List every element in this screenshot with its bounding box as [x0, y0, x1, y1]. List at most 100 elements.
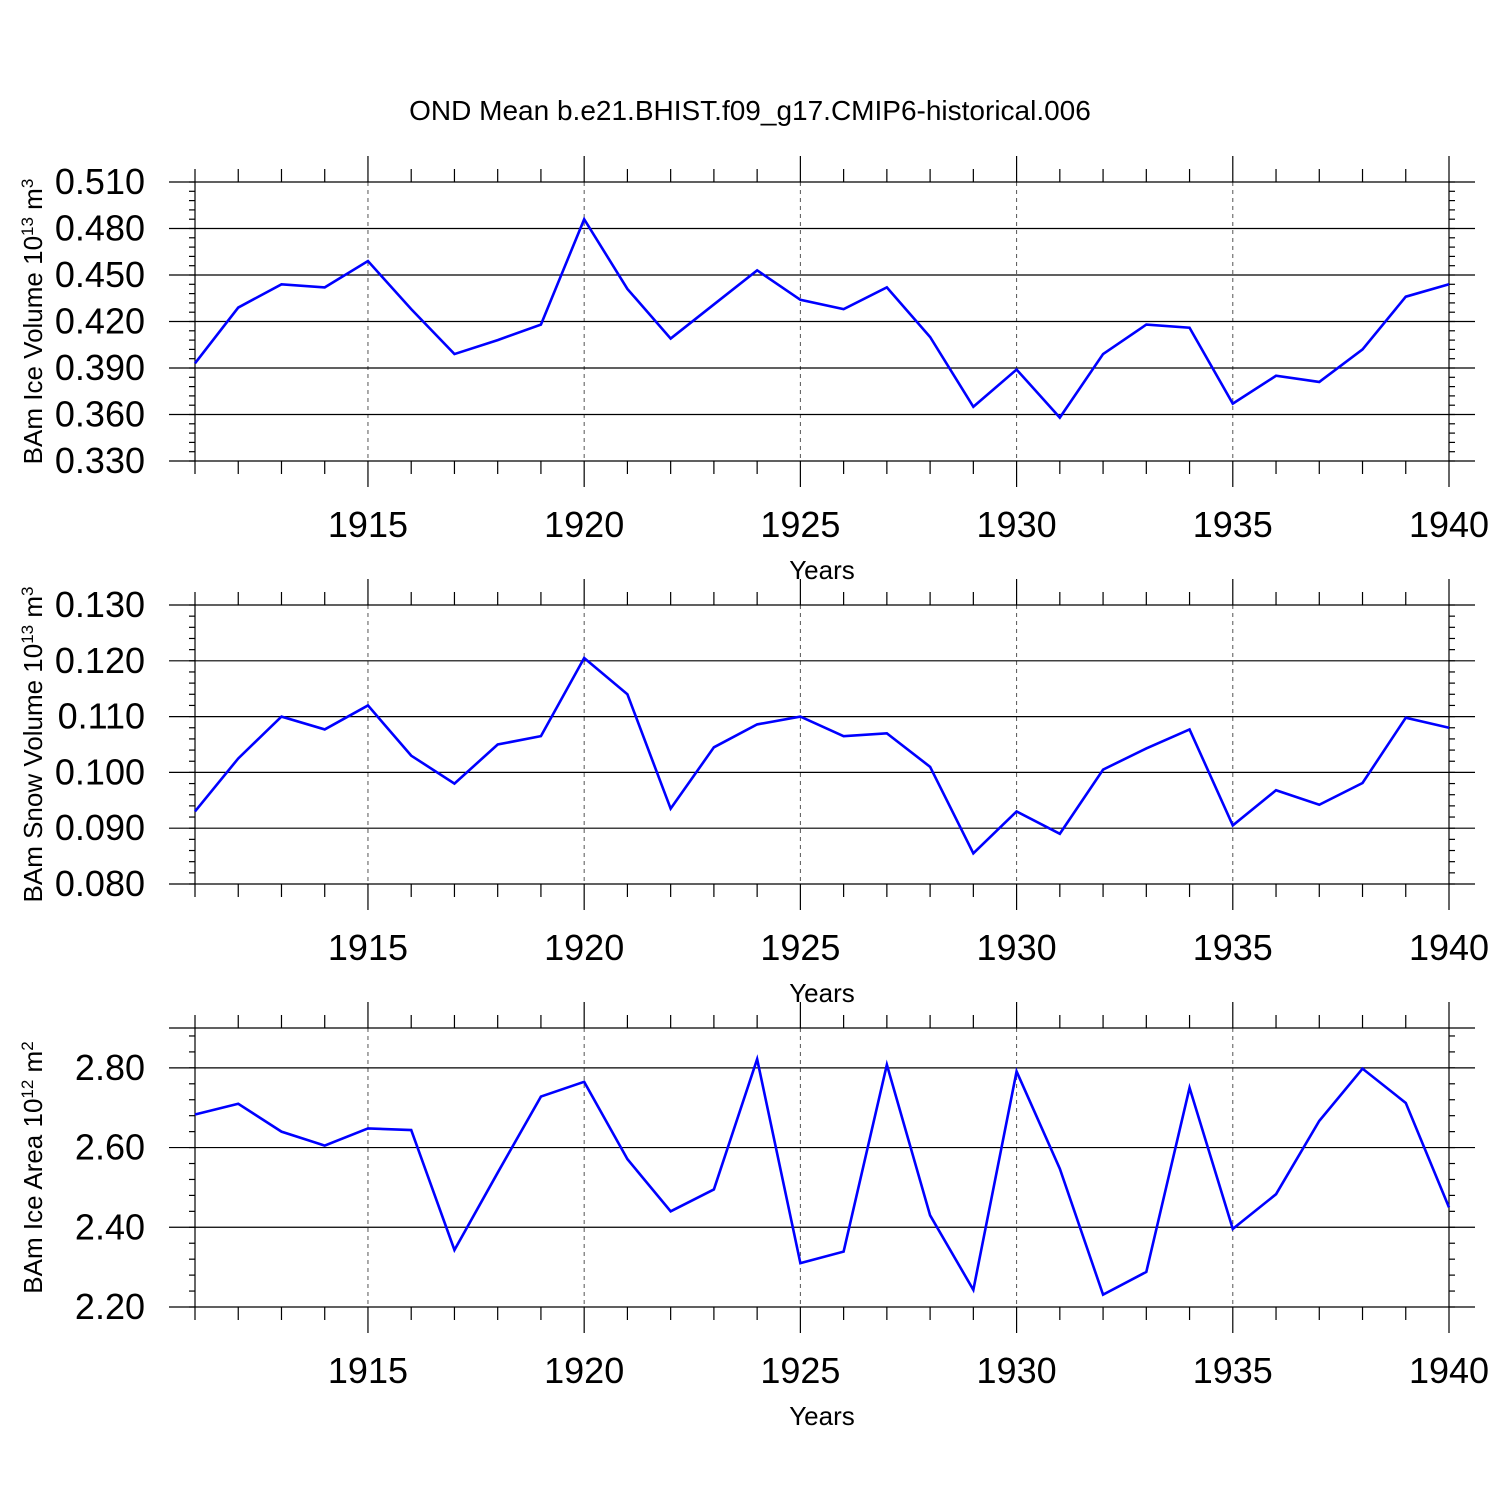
data-point-1938 [1361, 781, 1365, 785]
y-axis-title-part: m [18, 188, 48, 217]
data-point-1928 [928, 1213, 932, 1217]
data-point-1915 [366, 259, 370, 263]
data-point-1927 [885, 731, 889, 735]
data-point-1932 [1101, 1293, 1105, 1297]
data-point-1926 [842, 307, 846, 311]
data-point-1912 [236, 306, 240, 310]
data-point-1922 [669, 337, 673, 341]
data-point-1939 [1404, 716, 1408, 720]
data-point-1934 [1188, 326, 1192, 330]
y-tick-label-0.390: 0.390 [55, 347, 145, 388]
data-point-1918 [496, 1171, 500, 1175]
x-tick-label-1940: 1940 [1409, 504, 1489, 545]
y-tick-label-0.100: 0.100 [55, 751, 145, 792]
chart-title: OND Mean b.e21.BHIST.f09_g17.CMIP6-histo… [409, 95, 1091, 126]
data-point-1916 [409, 754, 413, 758]
data-point-1916 [409, 307, 413, 311]
data-point-1927 [885, 1063, 889, 1067]
data-point-1917 [452, 352, 456, 356]
y-tick-label-0.360: 0.360 [55, 394, 145, 435]
y-axis-title-superscript: 12 [18, 1080, 37, 1099]
panel-2: 0.080 0.090 0.100 0.110 0.120 0.130 1915 1920 19… [18, 579, 1489, 1008]
data-point-1938 [1361, 347, 1365, 351]
data-point-1918 [496, 338, 500, 342]
data-point-1917 [452, 1248, 456, 1252]
y-tick-label-0.110: 0.110 [58, 696, 145, 737]
x-tick-label-1925: 1925 [760, 927, 840, 968]
data-point-1935 [1231, 402, 1235, 406]
data-point-1927 [885, 285, 889, 289]
data-point-1939 [1404, 1101, 1408, 1105]
x-tick-label-1935: 1935 [1193, 504, 1273, 545]
y-axis-title-part: BAm Snow Volume 10 [18, 644, 48, 903]
data-point-1937 [1317, 380, 1321, 384]
x-axis-title: Years [789, 555, 855, 585]
y-tick-label-0.450: 0.450 [55, 254, 145, 295]
data-point-1923 [712, 302, 716, 306]
y-tick-label-0.080: 0.080 [55, 863, 145, 904]
data-point-1919 [539, 323, 543, 327]
data-point-1912 [236, 756, 240, 760]
data-point-1921 [625, 1157, 629, 1161]
data-point-1919 [539, 734, 543, 738]
x-tick-label-1940: 1940 [1409, 1350, 1489, 1391]
data-point-1928 [928, 335, 932, 339]
chart-panels: 0.330 0.360 0.390 0.420 0.450 0.480 0.510 1915 1… [18, 156, 1489, 1431]
x-tick-label-1915: 1915 [328, 1350, 408, 1391]
data-point-1923 [712, 1187, 716, 1191]
x-tick-label-1920: 1920 [544, 927, 624, 968]
data-point-1937 [1317, 1119, 1321, 1123]
data-point-1933 [1144, 323, 1148, 327]
data-point-1929 [971, 851, 975, 855]
data-point-1914 [323, 285, 327, 289]
data-point-1935 [1231, 1227, 1235, 1231]
y-tick-label-2.80: 2.80 [75, 1047, 145, 1088]
y-tick-label-2.40: 2.40 [75, 1206, 145, 1247]
data-point-1918 [496, 743, 500, 747]
data-point-1920 [582, 1080, 586, 1084]
data-point-1913 [279, 1130, 283, 1134]
data-point-1940 [1447, 1205, 1451, 1209]
x-tick-label-1935: 1935 [1193, 1350, 1273, 1391]
data-point-1930 [1015, 809, 1019, 813]
y-tick-label-2.20: 2.20 [75, 1286, 145, 1327]
series-line [193, 656, 1450, 856]
data-point-1931 [1058, 416, 1062, 420]
data-point-1936 [1274, 1192, 1278, 1196]
x-tick-label-1930: 1930 [977, 504, 1057, 545]
y-axis-title-part: BAm Ice Area 10 [18, 1099, 48, 1294]
data-point-1925 [798, 298, 802, 302]
data-point-1932 [1101, 768, 1105, 772]
data-point-1917 [452, 782, 456, 786]
data-point-1915 [366, 703, 370, 707]
y-tick-label-0.480: 0.480 [55, 208, 145, 249]
data-point-1919 [539, 1095, 543, 1099]
x-tick-label-1920: 1920 [544, 1350, 624, 1391]
x-tick-label-1915: 1915 [328, 504, 408, 545]
series-line [194, 1054, 1451, 1297]
data-point-1938 [1361, 1067, 1365, 1071]
data-point-1940 [1447, 726, 1451, 730]
data-point-1911 [193, 361, 197, 365]
data-point-1922 [669, 1209, 673, 1213]
y-axis-title-superscript: 3 [18, 179, 37, 188]
data-point-1933 [1144, 746, 1148, 750]
data-point-1932 [1101, 352, 1105, 356]
data-point-1920 [582, 217, 586, 221]
data-point-1913 [279, 282, 283, 286]
data-point-1915 [366, 1126, 370, 1130]
x-tick-label-1925: 1925 [760, 504, 840, 545]
x-tick-label-1935: 1935 [1193, 927, 1273, 968]
data-point-1931 [1058, 1167, 1062, 1171]
data-point-1936 [1274, 374, 1278, 378]
data-point-1911 [193, 809, 197, 813]
data-point-1940 [1447, 282, 1451, 286]
data-point-1929 [971, 1288, 975, 1292]
data-point-1929 [971, 405, 975, 409]
y-axis-title-superscript: 3 [18, 587, 37, 596]
data-point-1911 [193, 1112, 197, 1116]
data-point-1931 [1058, 832, 1062, 836]
data-point-1922 [669, 807, 673, 811]
y-axis-title: BAm Ice Volume 1013 m3 [18, 179, 48, 465]
data-point-1921 [625, 692, 629, 696]
